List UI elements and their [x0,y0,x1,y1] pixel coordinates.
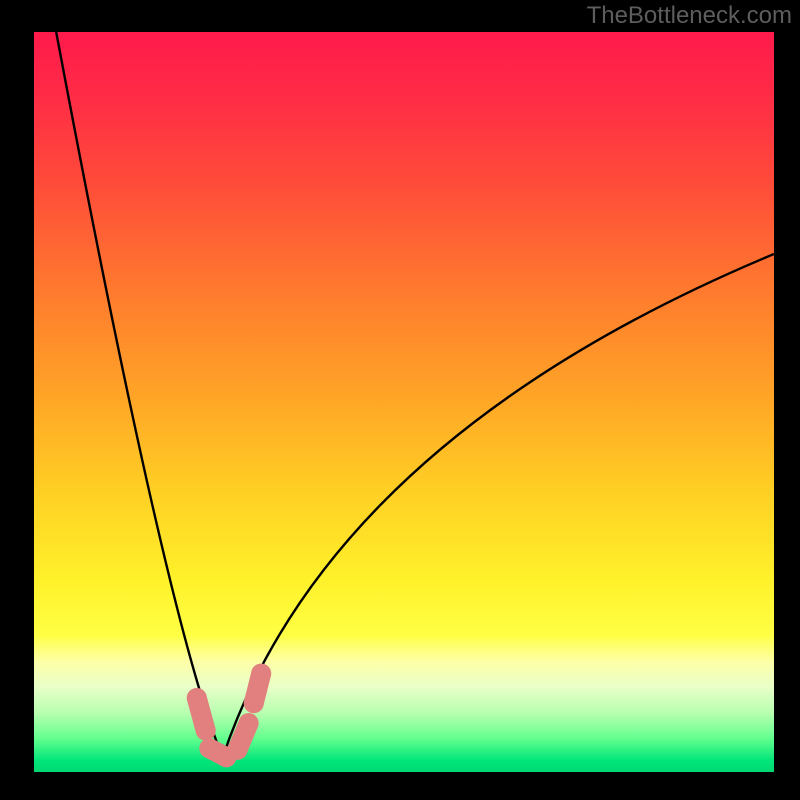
watermark-text: TheBottleneck.com [587,2,792,30]
chart-stage: TheBottleneck.com [0,0,800,800]
bottleneck-curve-chart [0,0,800,800]
plot-background [34,32,774,772]
